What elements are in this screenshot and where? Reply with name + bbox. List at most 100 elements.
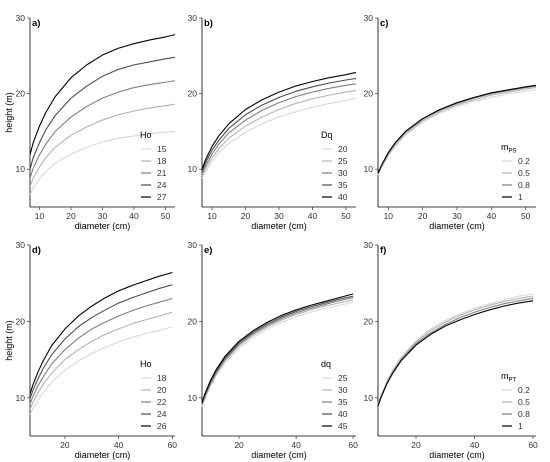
panel-label: b) bbox=[204, 18, 213, 29]
series-line-26 bbox=[29, 271, 173, 395]
legend-item-label: 20 bbox=[157, 385, 167, 395]
y-tick-label: 30 bbox=[364, 13, 374, 23]
legend-item-label: 15 bbox=[157, 144, 167, 154]
y-axis-title: height (m) bbox=[4, 92, 14, 133]
series-line-20 bbox=[29, 311, 173, 410]
series-line-0.8 bbox=[377, 85, 537, 174]
y-tick-label: 30 bbox=[16, 240, 26, 250]
legend-item-label: 40 bbox=[338, 409, 348, 419]
y-tick-label: 10 bbox=[188, 164, 198, 174]
legend-title-subscript: PS bbox=[509, 149, 517, 155]
series-line-35 bbox=[201, 297, 354, 405]
x-tick-label: 50 bbox=[161, 211, 171, 221]
legend-item-label: 45 bbox=[338, 421, 348, 431]
legend-item-label: 27 bbox=[157, 192, 167, 202]
series-line-30 bbox=[201, 83, 357, 174]
x-axis-title: diameter (cm) bbox=[251, 221, 307, 231]
panel-a: 10 20 30 10 20 30 40 50 diameter (cm) height (m) a… bbox=[4, 13, 176, 231]
legend-item-label: 22 bbox=[157, 397, 167, 407]
series-line-18 bbox=[29, 326, 173, 415]
legend-item-label: 24 bbox=[157, 180, 167, 190]
legend-title-subscript: PT bbox=[509, 378, 517, 384]
series-line-18 bbox=[29, 103, 176, 187]
x-tick-label: 20 bbox=[241, 211, 251, 221]
series-line-0.8 bbox=[377, 297, 534, 406]
y-tick-label: 20 bbox=[364, 89, 374, 99]
legend-title: mPS bbox=[501, 142, 517, 155]
y-tick-label: 30 bbox=[188, 13, 198, 23]
legend-item-label: 1 bbox=[518, 192, 523, 202]
y-tick-label: 10 bbox=[16, 164, 26, 174]
legend-item-label: 0.5 bbox=[518, 168, 530, 178]
x-tick-label: 40 bbox=[470, 440, 480, 450]
x-tick-label: 40 bbox=[487, 211, 497, 221]
legend-item-label: 0.2 bbox=[518, 156, 530, 166]
x-tick-label: 20 bbox=[66, 211, 76, 221]
series-line-24 bbox=[29, 284, 173, 399]
legend-item-label: 21 bbox=[157, 168, 167, 178]
series-line-40 bbox=[201, 71, 357, 170]
series-line-40 bbox=[201, 295, 354, 404]
x-tick-label: 20 bbox=[234, 440, 244, 450]
legend-item-label: 40 bbox=[338, 192, 348, 202]
series-line-35 bbox=[201, 77, 357, 172]
series-line-0.2 bbox=[377, 293, 534, 405]
y-tick-label: 30 bbox=[188, 240, 198, 250]
y-tick-label: 30 bbox=[16, 13, 26, 23]
panel-label: c) bbox=[380, 18, 388, 29]
legend-item-label: 30 bbox=[338, 168, 348, 178]
x-tick-label: 20 bbox=[411, 440, 421, 450]
x-tick-label: 60 bbox=[348, 440, 358, 450]
x-tick-label: 50 bbox=[521, 211, 531, 221]
x-tick-label: 20 bbox=[60, 440, 70, 450]
series-line-30 bbox=[201, 299, 354, 406]
y-axis-title: height (m) bbox=[4, 320, 14, 361]
legend-title: mPT bbox=[501, 371, 517, 384]
legend-item-label: 35 bbox=[338, 397, 348, 407]
panel-label: a) bbox=[32, 18, 40, 29]
series-line-15 bbox=[29, 130, 176, 196]
legend-item-label: 24 bbox=[157, 409, 167, 419]
series-line-0.5 bbox=[377, 295, 534, 405]
legend-item-label: 1 bbox=[518, 421, 523, 431]
legend-item-label: 30 bbox=[338, 385, 348, 395]
x-tick-label: 20 bbox=[418, 211, 428, 221]
series-line-24 bbox=[29, 56, 176, 170]
panel-d: 10 20 30 20 40 60 diameter (cm) height (m) d) Ho 1… bbox=[4, 240, 177, 460]
x-tick-label: 60 bbox=[528, 440, 538, 450]
series-line-1 bbox=[377, 300, 534, 407]
x-tick-label: 40 bbox=[308, 211, 318, 221]
legend-title: Dq bbox=[321, 130, 333, 140]
legend-item-label: 18 bbox=[157, 373, 167, 383]
legend-item-label: 0.5 bbox=[518, 397, 530, 407]
series-line-27 bbox=[29, 34, 176, 155]
legend-title: Ho bbox=[140, 130, 152, 140]
panel-e: 10 20 30 20 40 60 diameter (cm) e) dq 25 30 35 40 45 bbox=[188, 240, 359, 460]
series-line-25 bbox=[201, 90, 357, 177]
y-tick-label: 20 bbox=[188, 89, 198, 99]
panel-b: 10 20 30 10 20 30 40 50 diameter (cm) b) Dq 20 25 30 3… bbox=[188, 13, 357, 231]
legend-title: Ho bbox=[140, 359, 152, 369]
x-tick-label: 10 bbox=[35, 211, 45, 221]
legend-item-label: 20 bbox=[338, 144, 348, 154]
y-tick-label: 20 bbox=[188, 316, 198, 326]
x-tick-label: 60 bbox=[168, 440, 178, 450]
y-tick-label: 10 bbox=[364, 393, 374, 403]
x-axis-title: diameter (cm) bbox=[429, 450, 485, 460]
x-axis-title: diameter (cm) bbox=[75, 450, 131, 460]
series-line-0.5 bbox=[377, 87, 537, 175]
y-tick-label: 20 bbox=[16, 89, 26, 99]
y-tick-label: 20 bbox=[364, 316, 374, 326]
legend-item-label: 0.8 bbox=[518, 180, 530, 190]
panel-label: d) bbox=[32, 245, 41, 256]
x-tick-label: 40 bbox=[291, 440, 301, 450]
series-line-1 bbox=[377, 84, 537, 174]
legend-item-label: 26 bbox=[157, 421, 167, 431]
x-tick-label: 30 bbox=[98, 211, 108, 221]
series-line-25 bbox=[201, 301, 354, 408]
y-tick-label: 20 bbox=[16, 316, 26, 326]
series-line-22 bbox=[29, 297, 173, 405]
